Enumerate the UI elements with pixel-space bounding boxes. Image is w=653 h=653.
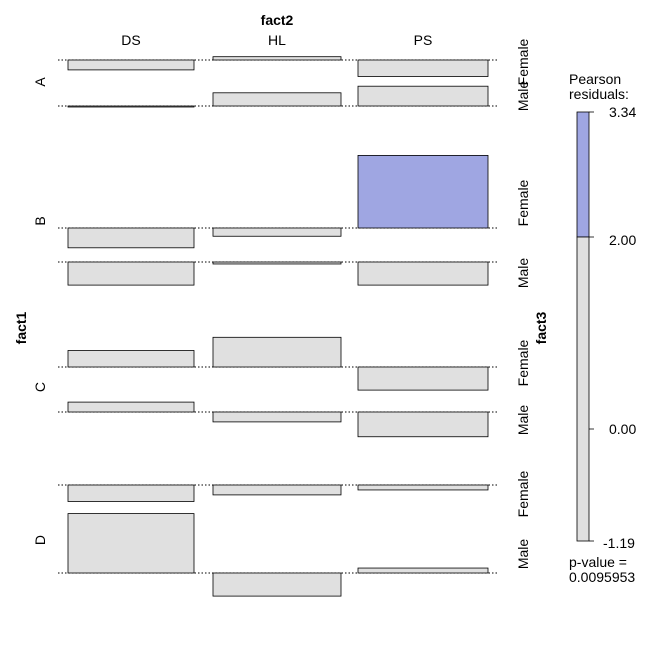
residual-bar-a-male-ps — [357, 85, 489, 107]
residual-bar-a-female-ps — [357, 59, 489, 77]
sub-label-a-female: Female — [515, 38, 531, 85]
legend-color-neutral — [576, 236, 590, 542]
residual-bar-d-female-ps — [357, 484, 489, 491]
residual-bar-c-female-hl — [212, 336, 342, 368]
column-label-ds: DS — [121, 32, 140, 48]
row-label-d: D — [32, 535, 48, 545]
sub-axis-title: fact3 — [533, 311, 549, 344]
residual-bar-b-female-hl — [212, 227, 342, 237]
column-axis-title: fact2 — [261, 12, 294, 28]
legend-title-line-2: residuals: — [569, 86, 629, 102]
sub-label-b-female: Female — [515, 179, 531, 226]
residual-bar-a-male-hl — [212, 92, 342, 107]
sub-label-a-male: Male — [515, 81, 531, 112]
pvalue-line-2: 0.0095953 — [569, 569, 635, 585]
residual-bar-c-female-ds — [67, 350, 195, 368]
column-label-ps: PS — [414, 32, 433, 48]
residual-bar-c-male-hl — [212, 411, 342, 423]
sub-label-c-male: Male — [515, 405, 531, 436]
row-label-a: A — [32, 77, 48, 87]
residual-bar-a-female-hl — [212, 56, 342, 61]
residual-bar-c-female-ps — [357, 366, 489, 391]
residual-bar-b-male-hl — [212, 261, 342, 265]
residual-bar-b-female-ds — [67, 227, 195, 249]
residual-bar-a-female-ds — [67, 59, 195, 71]
residual-bar-a-male-ds — [67, 105, 195, 108]
residual-bar-c-male-ds — [67, 401, 195, 413]
legend-tick-label-2: 2.00 — [609, 232, 636, 248]
legend-tick-label-3: 0.00 — [609, 421, 636, 437]
legend-color-high — [576, 111, 590, 238]
sub-label-b-male: Male — [515, 258, 531, 289]
column-label-hl: HL — [268, 32, 286, 48]
sub-label-c-female: Female — [515, 339, 531, 386]
residual-bar-d-female-hl — [212, 484, 342, 496]
residual-bar-b-male-ps — [357, 261, 489, 286]
bar-group — [67, 56, 489, 597]
residual-bar-d-male-hl — [212, 572, 342, 597]
legend-tick-label-4: -1.19 — [603, 535, 635, 551]
residual-bar-b-female-ps — [357, 154, 489, 229]
pvalue-line-1: p-value = — [569, 554, 627, 570]
residual-bar-d-male-ps — [357, 567, 489, 574]
legend-title-line-1: Pearson — [569, 71, 621, 87]
sub-label-d-male: Male — [515, 539, 531, 570]
legend-tick-label-1: 3.34 — [609, 104, 636, 120]
sub-label-d-female: Female — [515, 470, 531, 517]
residual-bar-d-female-ds — [67, 484, 195, 502]
row-axis-title: fact1 — [13, 311, 29, 344]
row-label-c: C — [32, 382, 48, 392]
residual-bar-c-male-ps — [357, 411, 489, 438]
row-label-b: B — [32, 216, 48, 225]
residual-bar-b-male-ds — [67, 261, 195, 286]
residual-bar-d-male-ds — [67, 513, 195, 574]
